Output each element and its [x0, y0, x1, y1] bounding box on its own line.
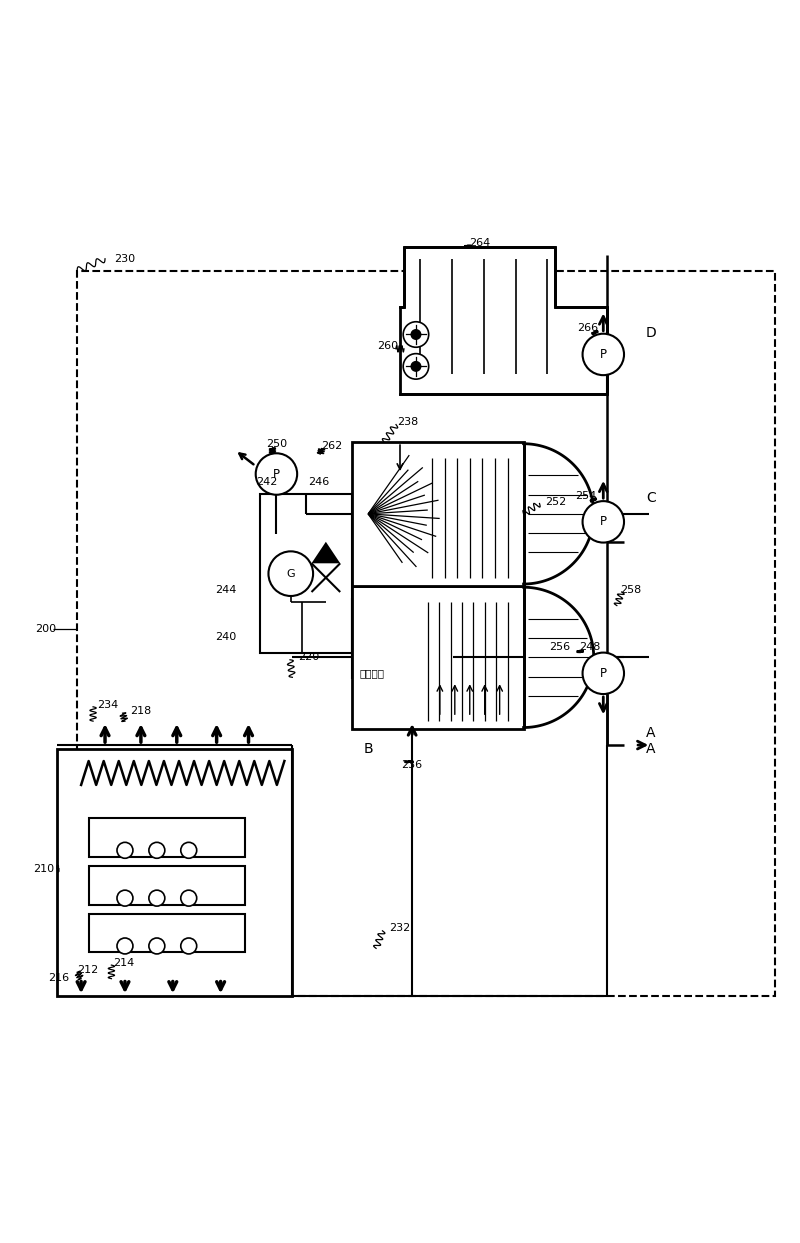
Circle shape — [411, 329, 421, 339]
Circle shape — [149, 843, 165, 858]
Bar — [77, 271, 774, 996]
Text: 242: 242 — [257, 477, 278, 487]
Text: 246: 246 — [308, 477, 330, 487]
Circle shape — [117, 890, 133, 906]
Bar — [352, 443, 523, 585]
Circle shape — [149, 890, 165, 906]
Circle shape — [582, 501, 624, 543]
Text: 200: 200 — [34, 624, 56, 634]
Circle shape — [269, 552, 313, 595]
Text: 236: 236 — [402, 759, 422, 769]
Circle shape — [403, 353, 429, 379]
Circle shape — [582, 333, 624, 375]
Bar — [89, 914, 245, 952]
Polygon shape — [400, 247, 607, 394]
Circle shape — [582, 653, 624, 694]
Text: 262: 262 — [322, 441, 343, 451]
Text: 256: 256 — [549, 643, 570, 653]
Text: 210: 210 — [33, 864, 54, 874]
Text: 216: 216 — [48, 973, 70, 983]
Text: P: P — [600, 516, 606, 528]
Bar — [89, 818, 245, 856]
Text: A: A — [646, 726, 656, 740]
Text: 水的蒸发: 水的蒸发 — [359, 669, 385, 679]
Text: 248: 248 — [579, 643, 601, 653]
Text: 218: 218 — [130, 706, 151, 716]
Text: 238: 238 — [398, 418, 418, 428]
Bar — [261, 493, 352, 654]
Circle shape — [149, 938, 165, 953]
Bar — [352, 585, 523, 730]
Circle shape — [117, 843, 133, 858]
Polygon shape — [311, 542, 340, 563]
Text: 244: 244 — [215, 584, 237, 594]
Circle shape — [181, 938, 197, 953]
Circle shape — [117, 938, 133, 953]
Bar — [57, 750, 292, 996]
Text: 240: 240 — [215, 633, 237, 643]
Text: 258: 258 — [621, 584, 642, 594]
Text: P: P — [600, 348, 606, 360]
Circle shape — [256, 454, 297, 495]
Text: P: P — [600, 666, 606, 680]
Text: 234: 234 — [97, 700, 118, 710]
Text: 266: 266 — [577, 323, 598, 333]
Circle shape — [403, 322, 429, 347]
Circle shape — [411, 362, 421, 372]
Text: C: C — [646, 491, 656, 505]
Circle shape — [181, 843, 197, 858]
Bar — [89, 866, 245, 905]
Text: 230: 230 — [114, 254, 135, 264]
Text: G: G — [286, 568, 295, 579]
Text: 212: 212 — [77, 965, 98, 975]
Text: 250: 250 — [266, 439, 287, 449]
Text: 252: 252 — [545, 497, 566, 507]
Text: 260: 260 — [378, 342, 398, 352]
Text: 220: 220 — [298, 653, 319, 663]
Text: B: B — [363, 742, 373, 756]
Text: 214: 214 — [113, 957, 134, 968]
Circle shape — [181, 890, 197, 906]
Text: 264: 264 — [469, 237, 490, 247]
Text: 232: 232 — [390, 924, 410, 933]
Text: P: P — [273, 467, 280, 481]
Text: 254: 254 — [575, 491, 596, 501]
Text: D: D — [646, 326, 657, 339]
Text: A: A — [646, 742, 656, 756]
